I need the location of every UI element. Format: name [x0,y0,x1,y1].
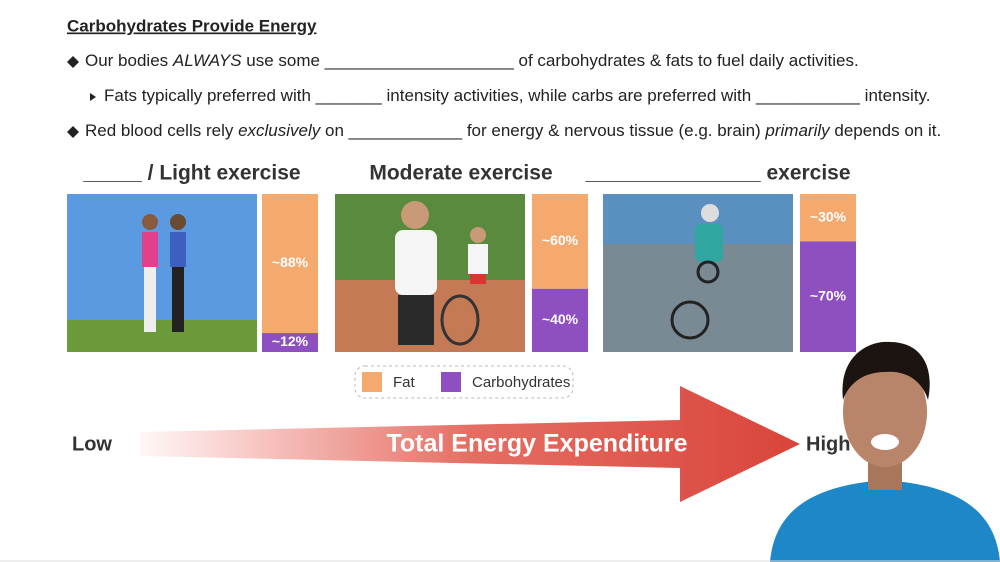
panel-heading: Moderate exercise [369,162,552,185]
legend-swatch-carbs [441,372,461,392]
bullet-text: Fats typically preferred with _______ in… [104,86,931,105]
legend-swatch-fat [362,372,382,392]
fat-label: ~60% [542,232,579,248]
bullet-text: Red blood cells rely exclusively on ____… [85,121,941,140]
bullet-segment: use some ____________________ of carbohy… [242,51,859,70]
carbs-label: ~40% [542,311,579,327]
photo-tennis [335,194,525,352]
carbs-bar [800,241,856,352]
bullet-segment: Fats typically preferred with _______ in… [104,86,931,105]
fat-label: ~88% [272,254,309,270]
photo-cycling [603,194,793,352]
slide-title: Carbohydrates Provide Energy [67,16,317,35]
fat-label: ~30% [810,208,847,224]
bullet-segment: exclusively [238,121,322,140]
legend-label: Carbohydrates [472,374,570,391]
carbs-label: ~12% [272,333,309,349]
panel-heading: _______________ exercise [584,162,850,185]
bullet-arrow [90,93,96,101]
arrow-low: Low [72,433,112,455]
legend-box [354,365,574,399]
carbs-bar [262,333,318,352]
carbs-label: ~70% [810,287,847,303]
bullet-segment: Red blood cells rely [85,121,238,140]
panel-heading: _____ / Light exercise [82,162,300,185]
arrow-label: Total Energy Expenditure [387,430,688,458]
bullet-segment: ALWAYS [172,51,242,70]
bullet-segment: primarily [764,121,831,140]
fat-bar [262,194,318,334]
legend-label: Fat [393,374,416,391]
bullet-diamond [67,126,79,138]
bullet-diamond [67,56,79,68]
photo-walking [67,194,257,352]
presenter [770,341,1000,562]
bullet-segment: depends on it. [830,121,942,140]
carbs-bar [532,288,588,352]
arrow-high: High [806,433,850,455]
fat-bar [532,194,588,289]
fat-bar [800,194,856,242]
energy-arrow [140,386,800,502]
bullet-segment: on ____________ for energy & nervous tis… [320,121,765,140]
bullet-segment: Our bodies [85,51,173,70]
bullet-text: Our bodies ALWAYS use some _____________… [85,51,859,70]
